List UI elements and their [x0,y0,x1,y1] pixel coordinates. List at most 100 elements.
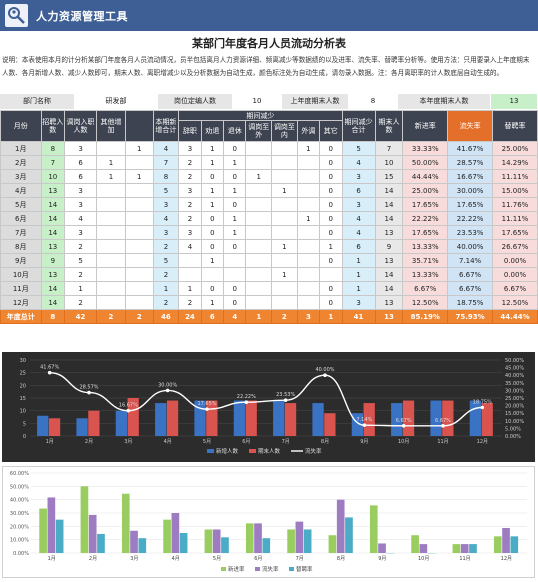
prev-end-value[interactable]: 8 [349,94,397,109]
cell-reduce-2: 0 [223,295,247,310]
cell-other-add [96,197,126,212]
cell-month: 5月 [0,197,42,212]
cell-end-count: 14 [374,197,404,212]
cell-add-rate: 13.33% [402,239,449,254]
cell-reduce-4: 1 [271,183,298,198]
x-tick-label: 12月 [501,556,512,562]
loss-rate-label: 6.67% [435,418,451,424]
loss-rate-label: 30.00% [158,382,177,388]
legend-swatch [249,449,256,453]
cell-total-reduce: 4 [341,211,376,226]
cell-reduce-5 [296,253,321,268]
dept-value[interactable]: 研发部 [75,94,157,109]
cell-other-add [96,253,126,268]
cell-loss-rate: 30.00% [447,183,493,198]
cell-reduce-6: 0 [319,197,343,212]
cell-reduce-0: 4 [178,239,202,254]
cell-extra [124,281,154,296]
dept-label: 部门名称 [0,94,74,109]
table-row: 6月 14 4 4 2 0 1 1 0 4 14 22.22% 22.22% 11.11% [0,211,538,226]
y-tick-right: 15.00% [505,411,524,417]
cell-month: 12月 [0,295,42,310]
bar [411,535,419,553]
bar [245,400,257,436]
th-reduce-group: 期间减少 [178,110,343,121]
y-tick-left: 10 [20,409,26,415]
cell-reduce-5 [296,169,321,184]
cell-month: 9月 [0,253,42,268]
loss-rate-label: 17.65% [197,401,216,407]
cell-transfer-in: 1 [64,281,98,296]
cell-replace-rate: 15.00% [492,183,538,198]
cell-loss-rate: 6.67% [447,267,493,282]
cell-reduce-1: 0 [200,281,225,296]
total-total_add: 46 [152,309,180,324]
cell-loss-rate: 23.53% [447,225,493,240]
cell-reduce-2: 1 [223,183,247,198]
bar [194,400,206,436]
bar [212,529,221,553]
cell-reduce-4 [271,141,298,156]
table-row: 1月 8 3 1 4 3 1 0 1 0 5 7 33.33% 41.67% 25.00% [0,141,538,156]
cell-total-add: 7 [152,155,180,170]
page-description: 说明：本表使用本月的计分析某部门年度各月人员流动情况，员半包括离月人力资源详细、… [2,56,530,77]
cell-reduce-3: 1 [245,169,273,184]
cell-loss-rate: 41.67% [447,141,493,156]
cell-end-count: 13 [374,225,404,240]
cell-reduce-2: 0 [223,197,247,212]
y-tick: 0.00% [13,551,29,557]
y-tick-right: 30.00% [505,388,524,394]
bar [430,400,442,436]
bar [221,537,229,553]
cell-loss-rate: 7.14% [447,253,493,268]
th-month: 月份 [0,110,42,142]
y-tick-left: 20 [20,383,26,389]
x-tick-label: 6月 [254,556,262,562]
cell-reduce-5 [296,295,321,310]
cell-reduce-6: 1 [319,239,343,254]
legend-swatch [207,449,214,453]
total-reduce-1: 6 [200,309,225,324]
cell-total-reduce: 1 [341,253,376,268]
cell-reduce-4: 1 [271,239,298,254]
legend-swatch [289,567,294,571]
y-tick-right: 25.00% [505,396,524,402]
bar [324,413,336,436]
cell-recruited: 8 [40,141,66,156]
loss-rate-point [441,424,445,428]
quota-value[interactable]: 10 [233,94,281,109]
cell-reduce-0: 2 [178,211,202,226]
cell-transfer-in: 2 [64,295,98,310]
cell-transfer-in: 6 [64,169,98,184]
cell-reduce-3 [245,183,273,198]
cell-month: 8月 [0,239,42,254]
cell-reduce-6: 0 [319,281,343,296]
th-reduce-6: 其它 [319,120,343,142]
loss-rate-point [401,424,406,428]
cell-total-add: 8 [152,169,180,184]
th-reduce-5: 外调 [296,120,321,142]
x-tick-label: 1月 [46,439,54,445]
x-tick-label: 3月 [130,556,138,562]
cell-reduce-2: 0 [223,141,247,156]
bar [481,403,493,436]
cell-replace-rate: 26.67% [492,239,538,254]
cell-recruited: 7 [40,155,66,170]
cell-reduce-4 [271,169,298,184]
quota-label: 岗位定编人数 [158,94,232,109]
cell-end-count: 14 [374,281,404,296]
cell-reduce-4 [271,295,298,310]
bar [328,535,337,553]
cell-reduce-4 [271,155,298,170]
cell-total-reduce: 1 [341,281,376,296]
bar [295,521,304,553]
app-logo-icon [5,4,28,27]
cell-total-reduce: 6 [341,183,376,198]
cell-other-add [96,183,126,198]
cell-transfer-in: 4 [64,211,98,226]
cell-reduce-1: 1 [200,295,225,310]
cell-add-rate: 35.71% [402,253,449,268]
cell-total-reduce: 4 [341,155,376,170]
cell-reduce-6: 0 [319,295,343,310]
cell-total-add: 1 [152,281,180,296]
